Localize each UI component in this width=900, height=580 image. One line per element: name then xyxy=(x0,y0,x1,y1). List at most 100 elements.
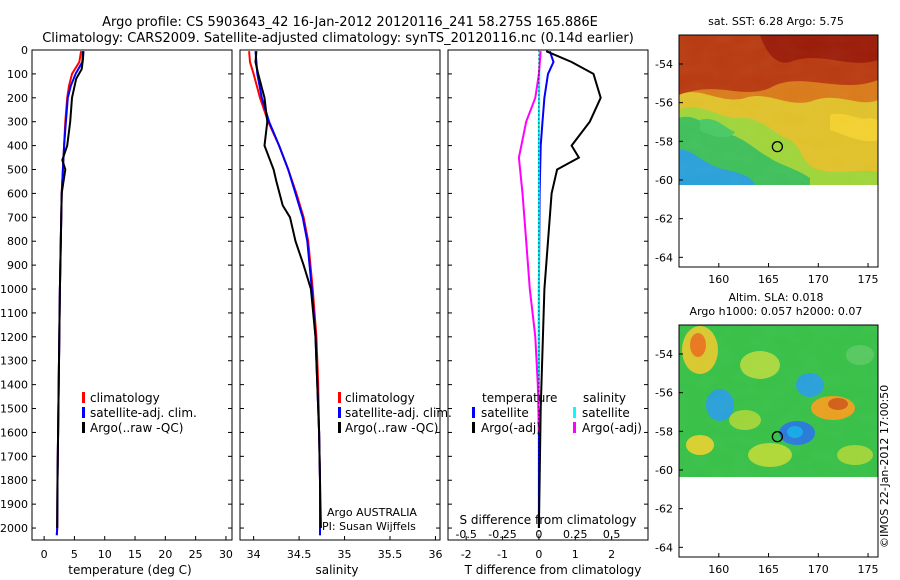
temperature-xlabel: temperature (deg C) xyxy=(68,563,191,577)
lat-tick-label: -58 xyxy=(655,135,673,148)
annotation-pi: PI: Susan Wijffels xyxy=(322,520,416,533)
x-tick-label: 10 xyxy=(98,548,112,561)
legend-label-s-argo: Argo(-adj) xyxy=(582,421,642,435)
depth-tick-label: 100 xyxy=(7,68,28,81)
salinity-legend: climatology satellite-adj. clim. Argo(..… xyxy=(322,391,452,533)
annotation-argo-australia: Argo AUSTRALIA xyxy=(327,506,417,519)
depth-tick-label: 1900 xyxy=(0,498,28,511)
legend-swatch-argo xyxy=(338,422,341,433)
depth-tick-label: 1700 xyxy=(0,450,28,463)
salinity-x-tick-labels: 34 34.5 35 35.5 36 xyxy=(247,548,443,561)
header-line2: Climatology: CARS2009. Satellite-adjuste… xyxy=(42,31,634,46)
s-diff-tick-label: -0.25 xyxy=(488,528,516,541)
series-line-temperature-satellite xyxy=(537,50,555,528)
legend-swatch-climatology xyxy=(338,392,341,403)
legend-header-salinity: salinity xyxy=(583,391,626,405)
depth-tick-label: 1500 xyxy=(0,403,28,416)
lat-tick-label: -58 xyxy=(655,425,673,438)
depth-tick-label: 400 xyxy=(7,140,28,153)
lon-tick-label: 175 xyxy=(858,563,879,576)
lat-tick-label: -56 xyxy=(655,97,673,110)
lat-tick-label: -62 xyxy=(655,213,673,226)
depth-tick-label: 1000 xyxy=(0,283,28,296)
temperature-x-tick-labels: 0 5 10 15 20 25 30 xyxy=(41,548,233,561)
x-tick-label: 1 xyxy=(572,548,579,561)
sst-map-axes: 160 165 170 175 -54 -56 -58 -60 -62 -64 xyxy=(655,58,879,286)
x-tick-label: 2 xyxy=(608,548,615,561)
depth-tick-label: 600 xyxy=(7,187,28,200)
lat-tick-label: -64 xyxy=(655,251,673,264)
sla-map-axes: 160 165 170 175 -54 -56 -58 -60 -62 -64 xyxy=(655,348,879,576)
depth-tick-label: 1400 xyxy=(0,379,28,392)
lon-tick-label: 160 xyxy=(708,273,729,286)
x-tick-label: 30 xyxy=(219,548,233,561)
depth-tick-label: 2000 xyxy=(0,522,28,535)
temperature-legend: climatology satellite-adj. clim. Argo(..… xyxy=(82,391,197,435)
x-tick-label: 5 xyxy=(71,548,78,561)
sst-map-frame xyxy=(678,34,879,268)
lat-tick-label: -54 xyxy=(655,58,673,71)
legend-swatch-satellite xyxy=(338,407,341,418)
x-tick-label: 25 xyxy=(189,548,203,561)
tick-marks xyxy=(32,49,648,540)
lon-tick-label: 165 xyxy=(758,273,779,286)
s-difference-label: S difference from climatology xyxy=(460,513,637,527)
depth-axis: 0 100 200 300 400 500 600 700 800 900 1000 1100 1200… xyxy=(0,44,28,535)
depth-tick-label: 0 xyxy=(21,44,28,57)
lat-tick-label: -60 xyxy=(655,464,673,477)
s-diff-tick-label: -0.5 xyxy=(455,528,476,541)
x-tick-label: 35.5 xyxy=(378,548,403,561)
temperature-panel-frame xyxy=(31,49,233,541)
depth-tick-label: 700 xyxy=(7,211,28,224)
depth-tick-label: 200 xyxy=(7,92,28,105)
legend-label-argo: Argo(..raw -QC) xyxy=(345,421,438,435)
x-tick-label: 36 xyxy=(428,548,442,561)
x-tick-label: 0 xyxy=(41,548,48,561)
salinity-panel-frame xyxy=(239,49,441,541)
legend-label-satellite: satellite-adj. clim. xyxy=(90,406,197,420)
profile-series xyxy=(55,50,602,540)
series-line-argo-raw-qc- xyxy=(56,51,85,529)
depth-tick-label: 1300 xyxy=(0,355,28,368)
legend-label-s-satellite: satellite xyxy=(582,406,630,420)
lon-tick-label: 160 xyxy=(708,563,729,576)
depth-tick-label: 1800 xyxy=(0,474,28,487)
legend-label-argo: Argo(..raw -QC) xyxy=(90,421,183,435)
t-difference-label: T difference from climatology xyxy=(464,563,642,577)
legend-swatch-t-argo xyxy=(472,422,475,433)
depth-tick-label: 800 xyxy=(7,235,28,248)
legend-swatch-t-satellite xyxy=(472,407,475,418)
sla-map-title: Altim. SLA: 0.018 xyxy=(728,291,823,304)
legend-swatch-satellite xyxy=(82,407,85,418)
lat-tick-label: -62 xyxy=(655,503,673,516)
lon-tick-label: 165 xyxy=(758,563,779,576)
sla-map-frame xyxy=(678,324,879,558)
lat-tick-label: -64 xyxy=(655,541,673,554)
legend-label-climatology: climatology xyxy=(345,391,415,405)
series-line-argo-raw-qc- xyxy=(254,51,322,529)
argo-position-marker xyxy=(771,140,784,153)
x-tick-label: 34.5 xyxy=(287,548,312,561)
legend-label-t-satellite: satellite xyxy=(481,406,529,420)
legend-swatch-s-satellite xyxy=(573,407,576,418)
sst-map-title: sat. SST: 6.28 Argo: 5.75 xyxy=(708,15,844,28)
lat-tick-label: -56 xyxy=(655,387,673,400)
imos-watermark: ©IMOS 22-Jan-2012 17:00:50 xyxy=(878,385,891,548)
series-line-temperature-argo-adj- xyxy=(537,50,602,529)
sla-map-image xyxy=(679,325,878,477)
depth-tick-label: 300 xyxy=(7,116,28,129)
legend-swatch-climatology xyxy=(82,392,85,403)
header-line1: Argo profile: CS 5903643_42 16-Jan-2012 … xyxy=(102,15,598,30)
depth-tick-label: 1100 xyxy=(0,307,28,320)
x-tick-label: 34 xyxy=(247,548,261,561)
x-tick-label: 15 xyxy=(128,548,142,561)
series-line-climatology xyxy=(248,51,321,536)
difference-legend: temperature salinity satellite Argo(-adj… xyxy=(472,391,642,435)
s-diff-tick-label: 0.25 xyxy=(563,528,588,541)
legend-header-temperature: temperature xyxy=(482,391,557,405)
sst-map-image xyxy=(679,35,878,185)
x-tick-label: -2 xyxy=(461,548,472,561)
legend-label-t-argo: Argo(-adj) xyxy=(481,421,541,435)
sla-map-subtitle: Argo h1000: 0.057 h2000: 0.07 xyxy=(690,305,863,318)
